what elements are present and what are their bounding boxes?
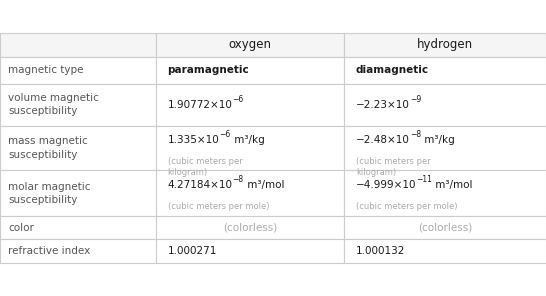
Bar — [344, 239, 546, 263]
Bar — [344, 84, 546, 126]
Text: −4.999×10: −4.999×10 — [356, 180, 417, 190]
Text: (colorless): (colorless) — [223, 223, 277, 233]
Bar — [344, 126, 546, 170]
Text: m³/kg: m³/kg — [421, 135, 455, 145]
Text: color: color — [8, 223, 34, 233]
Text: 1.335×10: 1.335×10 — [168, 135, 219, 145]
Bar — [156, 33, 344, 57]
Bar — [156, 170, 344, 216]
Bar — [0, 33, 156, 57]
Text: volume magnetic
susceptibility: volume magnetic susceptibility — [8, 93, 99, 116]
Text: (cubic meters per
kilogram): (cubic meters per kilogram) — [356, 157, 431, 177]
Bar — [0, 170, 156, 216]
Text: 1.90772×10: 1.90772×10 — [168, 100, 233, 110]
Bar — [156, 239, 344, 263]
Text: hydrogen: hydrogen — [417, 38, 473, 51]
Text: paramagnetic: paramagnetic — [168, 65, 250, 75]
Bar — [156, 216, 344, 239]
Text: molar magnetic
susceptibility: molar magnetic susceptibility — [8, 181, 91, 205]
Text: refractive index: refractive index — [8, 246, 91, 256]
Bar — [344, 57, 546, 84]
Text: m³/mol: m³/mol — [244, 180, 284, 190]
Text: magnetic type: magnetic type — [8, 65, 84, 75]
Text: 4.27184×10: 4.27184×10 — [168, 180, 233, 190]
Bar — [156, 57, 344, 84]
Bar — [156, 126, 344, 170]
Text: 1.000132: 1.000132 — [356, 246, 405, 256]
Bar — [0, 216, 156, 239]
Text: −8: −8 — [233, 175, 244, 184]
Text: oxygen: oxygen — [228, 38, 271, 51]
Bar — [0, 84, 156, 126]
Text: m³/mol: m³/mol — [432, 180, 473, 190]
Text: −2.48×10: −2.48×10 — [356, 135, 410, 145]
Text: −6: −6 — [233, 95, 244, 104]
Text: (cubic meters per mole): (cubic meters per mole) — [356, 202, 458, 211]
Text: −6: −6 — [219, 130, 230, 139]
Text: mass magnetic
susceptibility: mass magnetic susceptibility — [8, 136, 88, 160]
Text: −2.23×10: −2.23×10 — [356, 100, 410, 110]
Text: 1.000271: 1.000271 — [168, 246, 217, 256]
Text: −9: −9 — [410, 95, 421, 104]
Bar — [344, 170, 546, 216]
Text: (colorless): (colorless) — [418, 223, 472, 233]
Text: m³/kg: m³/kg — [230, 135, 264, 145]
Bar — [0, 239, 156, 263]
Text: −11: −11 — [417, 175, 432, 184]
Bar — [0, 57, 156, 84]
Text: (cubic meters per mole): (cubic meters per mole) — [168, 202, 269, 211]
Text: −8: −8 — [410, 130, 421, 139]
Bar — [0, 126, 156, 170]
Text: diamagnetic: diamagnetic — [356, 65, 429, 75]
Text: (cubic meters per
kilogram): (cubic meters per kilogram) — [168, 157, 242, 177]
Bar — [156, 84, 344, 126]
Bar — [344, 216, 546, 239]
Bar — [344, 33, 546, 57]
